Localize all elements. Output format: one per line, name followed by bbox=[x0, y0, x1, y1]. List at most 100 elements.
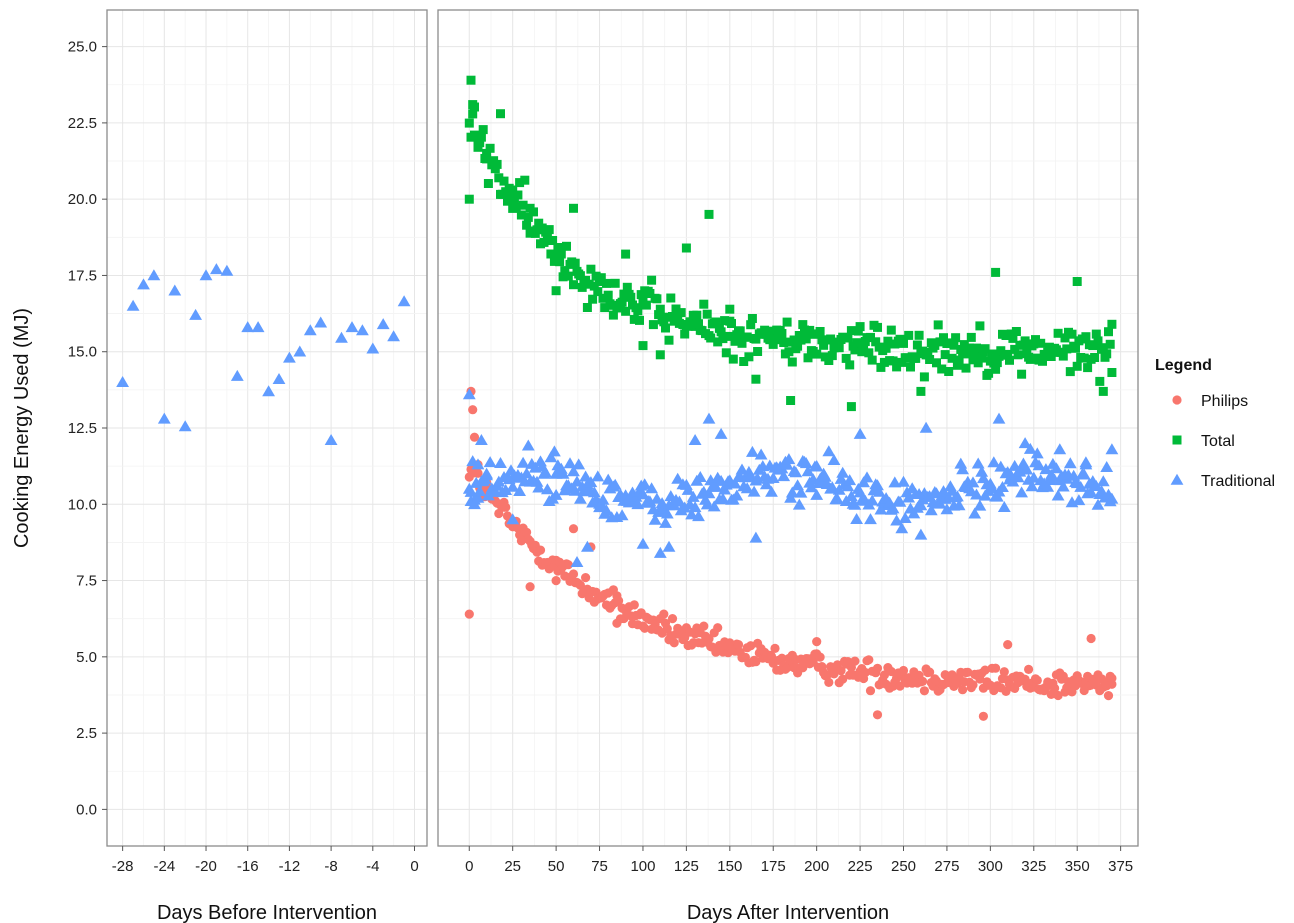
total-point bbox=[961, 363, 971, 373]
total-point bbox=[635, 315, 644, 325]
traditional-point bbox=[973, 499, 987, 511]
total-point bbox=[659, 317, 669, 327]
traditional-point bbox=[530, 475, 544, 487]
traditional-point bbox=[801, 465, 815, 477]
traditional-point bbox=[785, 486, 799, 498]
total-point bbox=[633, 306, 643, 316]
right-panel-x-axis-title: Days After Intervention bbox=[687, 902, 889, 923]
total-point bbox=[949, 340, 959, 350]
total-point bbox=[515, 178, 525, 188]
traditional-point bbox=[1072, 494, 1086, 506]
traditional-point bbox=[865, 494, 879, 506]
total-point bbox=[569, 280, 578, 290]
total-point bbox=[603, 290, 613, 300]
total-point bbox=[662, 312, 672, 322]
traditional-point bbox=[464, 485, 478, 497]
total-point bbox=[549, 256, 559, 266]
philips-point bbox=[525, 582, 535, 592]
traditional-point bbox=[475, 434, 488, 445]
total-point bbox=[857, 347, 867, 357]
traditional-point bbox=[1056, 480, 1070, 492]
traditional-point bbox=[897, 475, 910, 487]
total-point bbox=[1036, 338, 1046, 348]
total-point bbox=[473, 139, 483, 149]
total-point bbox=[641, 300, 651, 310]
traditional-point bbox=[693, 471, 707, 482]
total-point bbox=[518, 200, 528, 210]
traditional-point bbox=[924, 504, 938, 516]
x-tick-label: -16 bbox=[237, 858, 259, 875]
philips-point bbox=[568, 569, 579, 579]
total-point bbox=[1088, 341, 1098, 351]
traditional-point bbox=[568, 484, 582, 496]
traditional-point bbox=[766, 472, 780, 483]
philips-point bbox=[516, 536, 527, 546]
traditional-point bbox=[638, 478, 652, 490]
total-point bbox=[735, 326, 745, 336]
traditional-point bbox=[387, 330, 400, 342]
x-tick-label: -4 bbox=[366, 858, 379, 875]
total-point bbox=[546, 249, 556, 259]
total-point bbox=[972, 343, 981, 353]
philips-point bbox=[886, 666, 896, 677]
total-point bbox=[711, 317, 721, 327]
traditional-point bbox=[754, 448, 768, 460]
x-tick-label: -8 bbox=[324, 858, 337, 875]
total-point bbox=[648, 320, 658, 330]
philips-point bbox=[659, 609, 669, 619]
total-point bbox=[933, 320, 943, 330]
y-tick-label: 15.0 bbox=[68, 344, 97, 361]
total-point bbox=[621, 306, 631, 316]
total-point bbox=[523, 212, 533, 222]
total-point bbox=[470, 130, 479, 140]
total-point bbox=[582, 303, 592, 312]
traditional-point bbox=[907, 507, 921, 519]
philips-point bbox=[563, 560, 573, 570]
total-point bbox=[692, 310, 702, 320]
total-point bbox=[1038, 356, 1047, 366]
total-point bbox=[617, 297, 627, 307]
traditional-point bbox=[1105, 443, 1119, 455]
total-point bbox=[725, 304, 735, 314]
total-point bbox=[1067, 329, 1077, 339]
traditional-point bbox=[1018, 437, 1032, 449]
total-point bbox=[485, 143, 495, 153]
legend: Legend Philips Total Traditional bbox=[1155, 357, 1275, 490]
total-point bbox=[859, 341, 869, 351]
total-point bbox=[548, 236, 558, 245]
traditional-point bbox=[848, 498, 862, 510]
total-point bbox=[622, 282, 632, 292]
traditional-point bbox=[832, 483, 846, 495]
traditional-point bbox=[845, 490, 858, 502]
total-point bbox=[845, 360, 855, 370]
x-tick-label: 100 bbox=[630, 858, 655, 875]
total-point bbox=[562, 241, 571, 251]
traditional-point bbox=[189, 308, 202, 320]
traditional-point bbox=[1032, 459, 1046, 471]
traditional-point bbox=[591, 470, 605, 482]
traditional-point bbox=[1100, 461, 1114, 472]
total-point bbox=[940, 350, 950, 360]
x-tick-label: 0 bbox=[465, 858, 473, 875]
traditional-point bbox=[662, 540, 676, 552]
traditional-point bbox=[747, 485, 761, 497]
total-point bbox=[666, 293, 676, 303]
traditional-point bbox=[376, 318, 390, 330]
traditional-point bbox=[709, 480, 723, 492]
total-point bbox=[746, 320, 756, 330]
philips-point bbox=[704, 634, 714, 644]
traditional-point bbox=[831, 493, 844, 505]
total-point bbox=[516, 210, 526, 220]
total-point bbox=[466, 75, 476, 85]
x-tick-label: 275 bbox=[934, 858, 959, 875]
total-point bbox=[673, 313, 683, 323]
total-point bbox=[509, 195, 519, 205]
total-point bbox=[652, 294, 662, 304]
philips-point bbox=[1050, 683, 1060, 693]
traditional-point bbox=[1053, 443, 1067, 455]
philips-point bbox=[958, 685, 968, 695]
total-point bbox=[904, 330, 914, 340]
total-point bbox=[897, 357, 907, 367]
traditional-point bbox=[480, 467, 493, 479]
traditional-point bbox=[1025, 480, 1039, 492]
